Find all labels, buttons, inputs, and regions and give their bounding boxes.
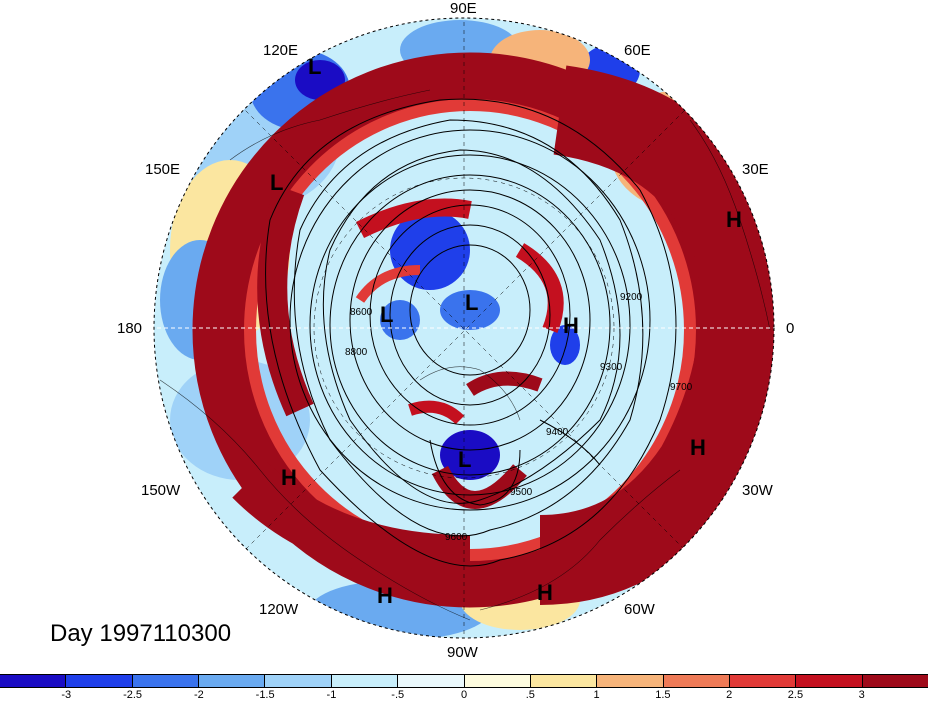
colorbar-tick-label: 3 [858, 689, 865, 701]
colorbar-tick-label: -3 [61, 689, 72, 701]
lon-label-120e: 120E [263, 42, 298, 59]
colorbar-tick-label: 1 [593, 689, 600, 701]
high-marker: H [690, 435, 706, 460]
lon-label-60w: 60W [624, 601, 656, 618]
polar-map: 9400 9500 9600 9700 8800 8600 9200 9300 … [117, 0, 794, 661]
colorbar-swatch [862, 675, 928, 687]
lon-label-120w: 120W [259, 601, 299, 618]
colorbar-swatch [132, 675, 200, 687]
lon-label-150w: 150W [141, 482, 181, 499]
colorbar-ticks: -3 -2.5 -2 -1.5 -1 -.5 0 .5 1 1.5 2 2.5 3 [0, 689, 928, 702]
high-marker: H [537, 580, 553, 605]
colorbar-swatch [597, 675, 664, 687]
colorbar-swatch [331, 675, 399, 687]
contour-label: 9300 [600, 362, 623, 373]
contour-label: 8800 [345, 347, 368, 358]
lon-label-90e: 90E [450, 0, 477, 17]
low-marker: L [380, 302, 393, 327]
colorbar-tick-label: -2.5 [123, 689, 143, 701]
colorbar-tick-label: 2 [726, 689, 733, 701]
low-marker: L [270, 170, 283, 195]
map-title: Day 1997110300 [50, 620, 232, 647]
contour-label: 8600 [350, 307, 373, 318]
high-marker: H [726, 207, 742, 232]
high-marker: H [281, 465, 297, 490]
colorbar-tick-label: -1.5 [255, 689, 275, 701]
contour-label: 9600 [445, 532, 468, 543]
high-marker: H [563, 313, 579, 338]
low-marker: L [465, 290, 478, 315]
colorbar-swatch [729, 675, 797, 687]
colorbar-tick-label: -2 [193, 689, 204, 701]
lon-label-60e: 60E [624, 42, 651, 59]
lon-label-150e: 150E [145, 161, 180, 178]
low-marker: L [308, 54, 321, 79]
colorbar-swatch [265, 675, 332, 687]
map-field [154, 18, 774, 638]
colorbar [0, 674, 928, 688]
contour-label: 9400 [546, 427, 569, 438]
low-marker: L [458, 447, 471, 472]
contour-label: 9500 [510, 487, 533, 498]
map-border [153, 17, 775, 639]
lon-label-30w: 30W [742, 482, 774, 499]
colorbar-tick-label: 2.5 [787, 689, 804, 701]
high-marker: H [377, 583, 393, 608]
colorbar-swatch [530, 675, 598, 687]
colorbar-swatch [66, 675, 133, 687]
colorbar-swatch [796, 675, 863, 687]
colorbar-swatch [199, 675, 266, 687]
colorbar-tick-label: 1.5 [655, 689, 671, 701]
lon-label-30e: 30E [742, 161, 769, 178]
lon-label-0: 0 [786, 320, 794, 337]
lon-label-180: 180 [117, 320, 142, 337]
colorbar-swatch [0, 675, 67, 687]
colorbar-swatch [398, 675, 465, 687]
lon-label-90w: 90W [447, 644, 479, 661]
colorbar-tick-label: .5 [525, 689, 535, 701]
colorbar-swatch [464, 675, 531, 687]
contour-label: 9700 [670, 382, 693, 393]
colorbar-tick-label: -1 [326, 689, 337, 701]
colorbar-tick-label: -.5 [391, 689, 405, 701]
colorbar-tick-label: 0 [460, 689, 468, 701]
contour-label: 9200 [620, 292, 643, 303]
colorbar-swatch [663, 675, 730, 687]
